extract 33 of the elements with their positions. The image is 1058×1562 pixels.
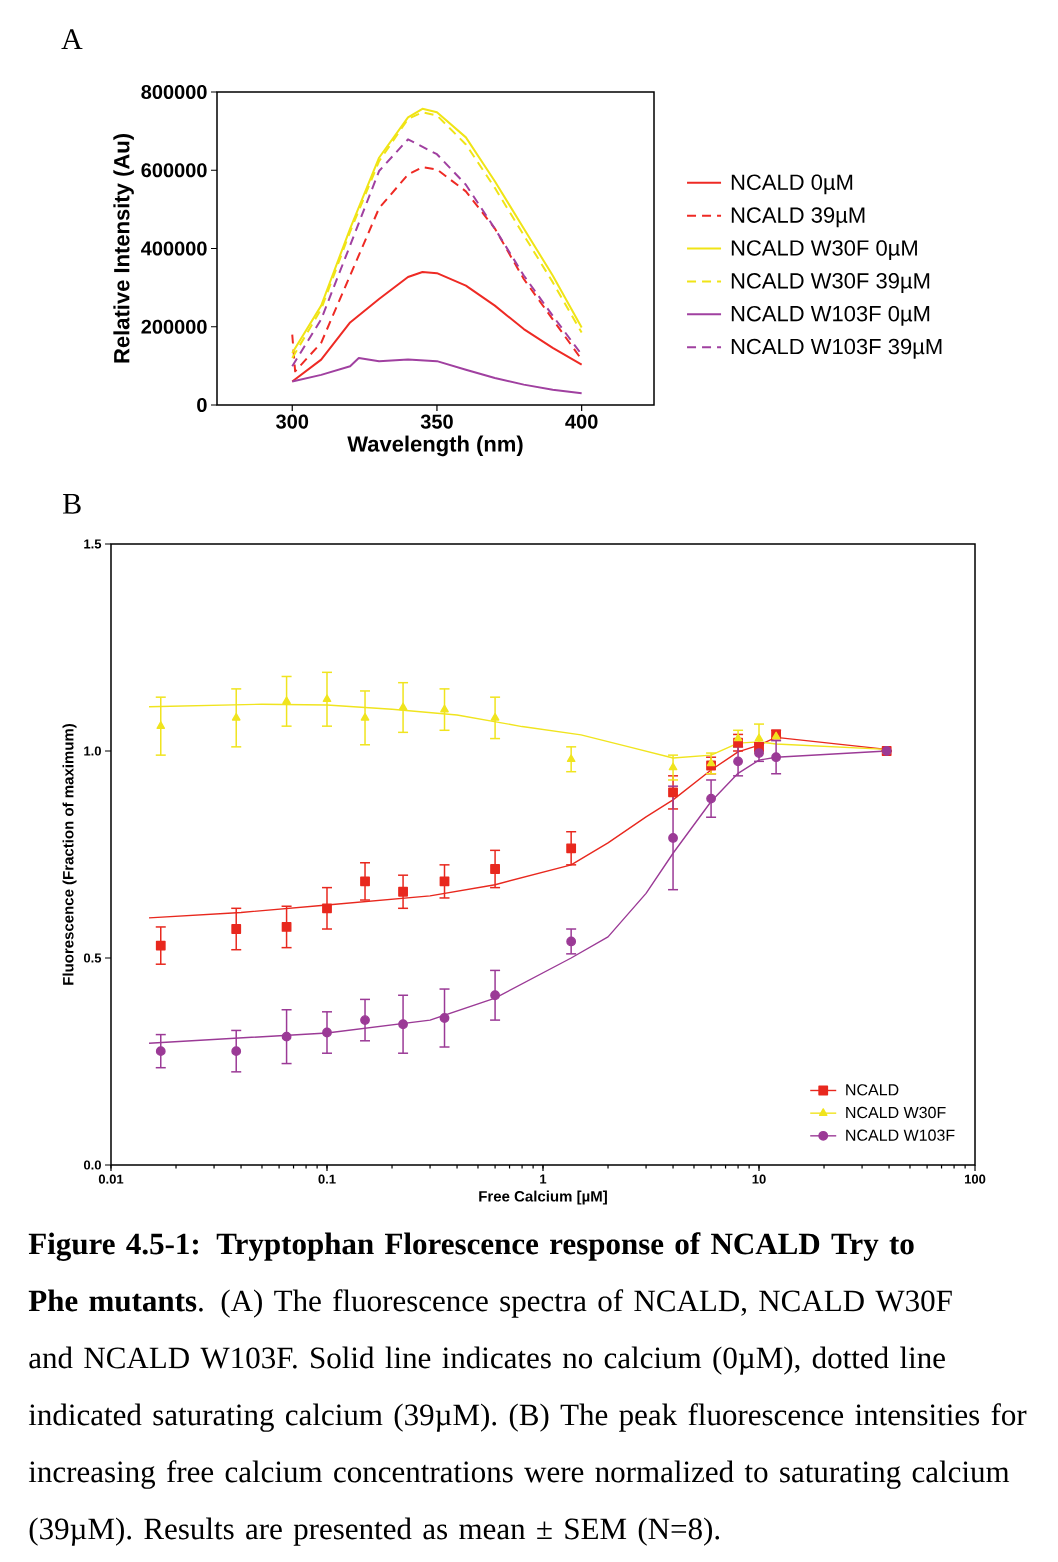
y-tick-label: 600000 bbox=[141, 163, 207, 178]
y-tick-label: 0 bbox=[197, 397, 207, 413]
x-tick-label: 300 bbox=[276, 414, 309, 429]
x-tick-label: 350 bbox=[420, 414, 453, 429]
y-tick-label: 1.0 bbox=[84, 746, 101, 756]
legend-label: NCALD W30F 0µM bbox=[731, 240, 917, 261]
chart-title: B bbox=[62, 493, 81, 514]
legend-label: NCALD W30F 39µM bbox=[731, 273, 930, 293]
chart-title: A bbox=[61, 29, 83, 49]
y-tick-label: 0.5 bbox=[83, 953, 102, 963]
x-tick-label: 100 bbox=[964, 1174, 986, 1184]
y-axis-title: Fluorescence (Fraction of maximum) bbox=[62, 723, 77, 985]
y-tick-label: 1.5 bbox=[84, 539, 102, 549]
y-tick-label: 400000 bbox=[141, 241, 207, 256]
legend-label: NCALD W103F 39µM bbox=[731, 338, 942, 359]
legend-label: NCALD W103F 0µM bbox=[731, 305, 930, 326]
x-axis-title: Free Calcium [µM] bbox=[479, 1190, 607, 1205]
legend-label: NCALD 0µM bbox=[731, 174, 853, 195]
legend-label: NCALD bbox=[846, 1084, 899, 1096]
legend-label: NCALD W103F bbox=[846, 1129, 955, 1141]
text: Figure 4.5-1: Tryptophan Florescence response of NCALD Try to Phe mutants. (A) The fluorescence spectra of NCALD, NCALD W30F and NCALD W103F. Solid line indicates no calcium (0µM), dotted line indicated saturating calcium (39µM). (B) The peak fluorescence intensities for increasing free calcium concentrations were normalized to saturating calcium (39µM). Results are presented as mean ± SEM (N=8). bbox=[28, 1232, 1027, 1546]
y-axis-title: Relative Intensity (Au) bbox=[113, 134, 134, 363]
legend-label: NCALD 39µM bbox=[731, 207, 865, 228]
x-tick-label: 1 bbox=[540, 1174, 547, 1184]
legend-label: NCALD W30F bbox=[846, 1106, 946, 1119]
x-tick-label: 0.1 bbox=[318, 1174, 336, 1184]
x-axis-title: Wavelength (nm) bbox=[347, 435, 523, 457]
y-tick-label: 800000 bbox=[141, 84, 207, 100]
x-tick-label: 0.01 bbox=[98, 1174, 124, 1184]
x-tick-label: 400 bbox=[565, 414, 598, 429]
y-tick-label: 0.0 bbox=[83, 1160, 101, 1170]
x-tick-label: 10 bbox=[752, 1174, 766, 1184]
y-tick-label: 200000 bbox=[141, 319, 207, 334]
